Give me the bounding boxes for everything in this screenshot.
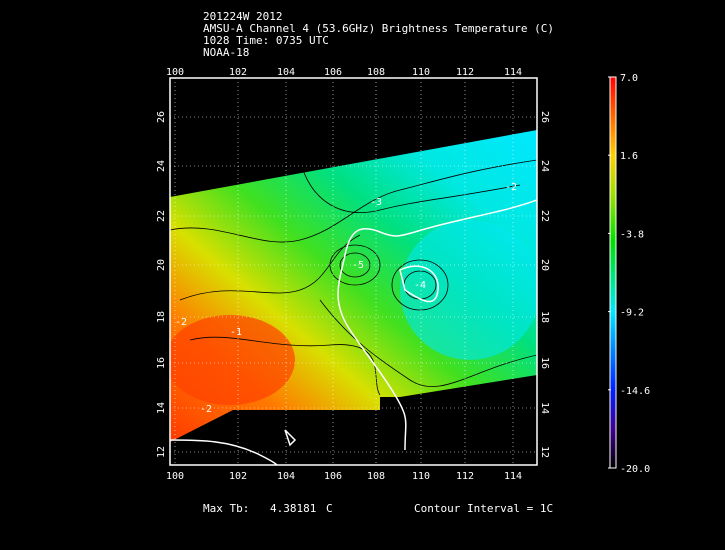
title-line-3: 1028 Time: 0735 UTC (203, 34, 329, 47)
x-tick-label-top: 110 (412, 67, 430, 78)
title-line-4: NOAA-18 (203, 46, 250, 59)
y-tick-label-right: 20 (539, 259, 550, 271)
x-tick-label-top: 108 (367, 67, 385, 78)
y-tick-label-left: 20 (156, 259, 167, 271)
colorbar-tick-label: -20.0 (620, 464, 650, 475)
contour-label: -1 (230, 327, 242, 338)
colorbar-tick-label: 7.0 (620, 73, 638, 84)
contour-label: -3 (370, 197, 382, 208)
y-tick-label-right: 12 (539, 446, 550, 458)
x-tick-label-top: 102 (229, 67, 247, 78)
x-tick-label-top: 100 (166, 67, 184, 78)
map-frame (169, 77, 538, 466)
cold-region (400, 220, 537, 360)
contour-label: -5 (352, 260, 364, 271)
x-tick-label-top: 114 (504, 67, 522, 78)
max-tb-label: Max Tb: (203, 502, 250, 515)
x-tick-label-bottom: 112 (456, 471, 474, 482)
y-tick-label-left: 14 (156, 402, 167, 414)
x-tick-label-bottom: 100 (166, 471, 184, 482)
x-tick-label-bottom: 104 (277, 471, 295, 482)
x-tick-label-bottom: 108 (367, 471, 385, 482)
y-tick-label-left: 24 (156, 160, 167, 172)
contours (170, 159, 537, 396)
y-tick-label-right: 18 (539, 311, 550, 323)
y-tick-label-left: 18 (156, 311, 167, 323)
max-tb-unit: C (326, 502, 333, 515)
x-tick-label-bottom: 110 (412, 471, 430, 482)
contour-label: -4 (414, 280, 426, 291)
x-tick-label-bottom: 102 (229, 471, 247, 482)
y-tick-label-left: 12 (156, 446, 167, 458)
contour-label: -2 (175, 317, 187, 328)
y-tick-label-left: 22 (156, 210, 167, 222)
contour-label: -2 (200, 404, 212, 415)
coastlines (170, 199, 537, 465)
title-line-2: AMSU-A Channel 4 (53.6GHz) Brightness Te… (203, 22, 554, 35)
colorbar-tick-label: -3.8 (620, 229, 644, 240)
y-tick-label-right: 22 (539, 210, 550, 222)
max-tb-value: 4.38181 (270, 502, 317, 515)
warm-region (170, 315, 295, 405)
title-line-1: 201224W 2012 (203, 10, 283, 23)
y-tick-label-right: 14 (539, 402, 550, 414)
colorbar-tick-label: 1.6 (620, 151, 638, 162)
contour-label: -2 (505, 182, 517, 193)
y-tick-label-left: 16 (156, 357, 167, 369)
x-tick-label-top: 106 (324, 67, 342, 78)
grid (170, 78, 537, 465)
y-tick-label-right: 16 (539, 357, 550, 369)
x-tick-label-top: 104 (277, 67, 295, 78)
contour-interval: Contour Interval = 1C (414, 502, 554, 515)
colorbar (609, 76, 617, 469)
y-tick-label-right: 26 (539, 111, 550, 123)
x-tick-label-bottom: 114 (504, 471, 522, 482)
colorbar-tick-label: -14.6 (620, 386, 650, 397)
colorbar-tick-label: -9.2 (620, 308, 644, 319)
y-tick-label-left: 26 (156, 111, 167, 123)
contour-labels: -3 -2 -5 -4 -2 -1 -2 (175, 182, 517, 415)
x-tick-label-top: 112 (456, 67, 474, 78)
x-tick-label-bottom: 106 (324, 471, 342, 482)
y-tick-label-right: 24 (539, 160, 550, 172)
